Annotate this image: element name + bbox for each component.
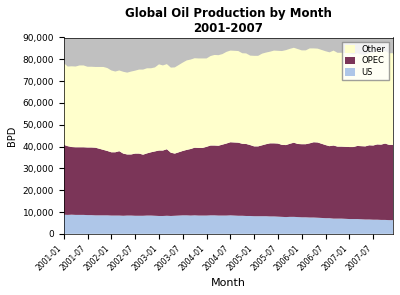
Title: Global Oil Production by Month
2001-2007: Global Oil Production by Month 2001-2007 [125,7,332,35]
X-axis label: Month: Month [211,278,246,288]
Legend: Other, OPEC, US: Other, OPEC, US [342,42,389,80]
Y-axis label: BPD: BPD [7,125,17,146]
